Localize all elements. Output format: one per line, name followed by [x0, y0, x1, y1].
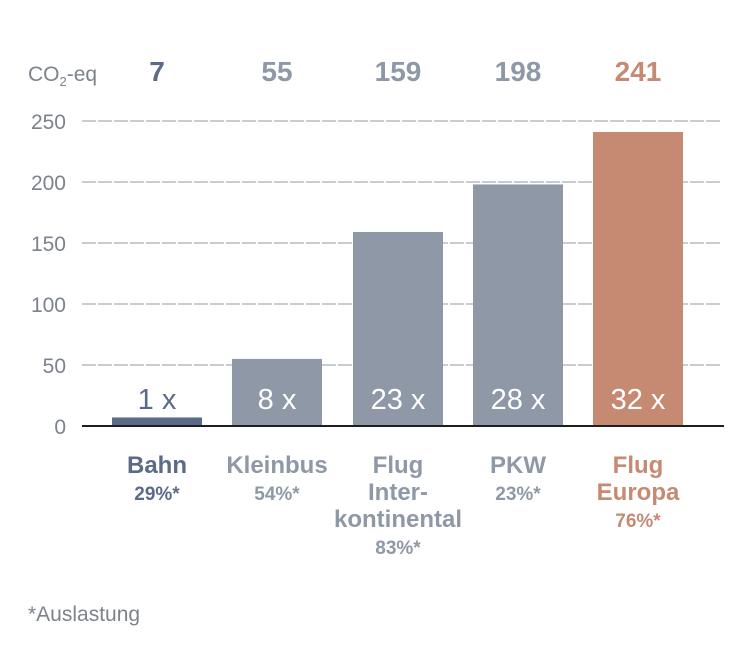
category-label: PKW [490, 452, 546, 479]
multiplier-label: 28 x [491, 384, 546, 416]
y-tick-label: 50 [43, 355, 66, 378]
y-tick-label: 0 [54, 416, 66, 439]
occupancy-label: 76%* [615, 511, 661, 532]
data-label: 159 [375, 56, 422, 87]
category-label: Flug Inter-kontinental [334, 452, 462, 533]
bar [353, 232, 443, 426]
multiplier-label: 23 x [371, 384, 426, 416]
multiplier-label: 1 x [138, 384, 177, 416]
y-tick-label: 150 [31, 233, 66, 256]
data-label: 7 [149, 56, 165, 87]
data-label: 241 [615, 56, 662, 87]
occupancy-label: 54%* [254, 484, 300, 505]
occupancy-label: 29%* [134, 484, 180, 505]
data-label: 55 [261, 56, 292, 87]
multiplier-label: 8 x [258, 384, 297, 416]
y-tick-label: 250 [31, 111, 66, 134]
unit-label: CO2-eq [28, 63, 97, 89]
bar [112, 417, 202, 426]
bar [473, 184, 563, 426]
category-label: Kleinbus [226, 452, 327, 479]
y-tick-label: 200 [31, 172, 66, 195]
footnote: *Auslastung [28, 603, 141, 626]
category-label: Flug Europa [597, 452, 680, 506]
bar [232, 358, 322, 426]
occupancy-label: 83%* [375, 538, 421, 559]
y-tick-label: 100 [31, 294, 66, 317]
bar [593, 131, 683, 427]
data-label: 198 [495, 56, 542, 87]
multiplier-label: 32 x [611, 384, 666, 416]
occupancy-label: 23%* [495, 484, 541, 505]
category-label: Bahn [127, 452, 187, 479]
